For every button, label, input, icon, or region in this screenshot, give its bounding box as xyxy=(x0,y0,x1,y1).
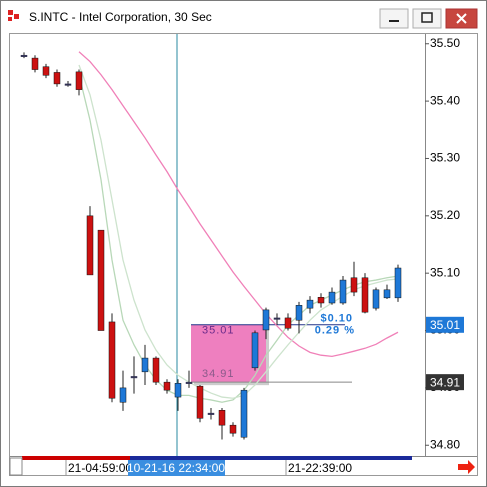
candle-body xyxy=(328,291,336,304)
y-tick-label: 35.10 xyxy=(430,265,460,279)
candle-body xyxy=(108,321,116,399)
window-title: S.INTC - Intel Corporation, 30 Sec xyxy=(29,10,212,24)
x-tick-label: 21-22:39:00 xyxy=(288,461,352,475)
candle-body xyxy=(284,317,292,329)
corner-box[interactable] xyxy=(9,457,23,476)
candle-body xyxy=(394,267,402,299)
close-icon xyxy=(456,13,467,24)
y-tick-label: 34.80 xyxy=(430,437,460,451)
price-marker xyxy=(426,316,464,333)
range-bar xyxy=(130,456,412,460)
candle-body xyxy=(306,299,314,309)
candle-body xyxy=(350,277,358,293)
candle-body xyxy=(218,410,226,426)
candle-body xyxy=(361,277,369,313)
candle-body xyxy=(251,332,259,369)
candle-body xyxy=(262,309,270,331)
app-icon xyxy=(8,10,13,15)
y-tick-label: 35.40 xyxy=(430,93,460,107)
candle-body xyxy=(295,305,303,321)
measure-label: 34.91 xyxy=(202,368,235,380)
candle-body xyxy=(75,71,83,90)
maximize-button[interactable] xyxy=(412,8,442,29)
measure-percent: 0.29 % xyxy=(315,325,355,337)
minimize-button[interactable] xyxy=(379,8,409,29)
candle-body xyxy=(119,387,127,403)
crosshair-label-bg xyxy=(128,460,225,476)
candle-body xyxy=(196,385,204,419)
y-tick-label: 35.20 xyxy=(430,208,460,222)
candle-body xyxy=(240,389,248,438)
price-marker-label: 35.01 xyxy=(430,318,460,332)
candle-body xyxy=(97,229,105,331)
app-icon xyxy=(14,14,19,19)
measure-change: $0.10 xyxy=(320,313,353,325)
candle-body xyxy=(163,381,171,391)
y-tick-label: 35.30 xyxy=(430,151,460,165)
candle-body xyxy=(339,279,347,304)
moving-average xyxy=(78,51,399,358)
candle-body xyxy=(64,83,72,86)
x-tick-label: 21-04:59:00 xyxy=(68,461,132,475)
candle-body xyxy=(229,424,237,434)
candle-body xyxy=(53,72,61,85)
crosshair-label: 10-21-16 22:34:00 xyxy=(127,461,225,475)
y-tick-label: 35.50 xyxy=(430,36,460,50)
candle-body xyxy=(207,412,215,415)
price-marker-label: 34.91 xyxy=(430,375,460,389)
candle-body xyxy=(383,289,391,299)
candle-body xyxy=(273,317,281,320)
range-bar xyxy=(22,456,130,460)
candle-body xyxy=(20,54,28,57)
candle-body xyxy=(141,357,149,373)
candle-body xyxy=(317,297,325,304)
candle-body xyxy=(31,57,39,70)
app-icon xyxy=(8,17,12,21)
candle-body xyxy=(42,66,50,76)
maximize-icon xyxy=(421,12,433,23)
candle-body xyxy=(174,383,182,398)
candle-body xyxy=(372,289,380,309)
price-marker xyxy=(426,374,464,391)
scroll-arrow[interactable] xyxy=(458,460,475,474)
candle-body xyxy=(86,215,94,276)
candle-body xyxy=(152,357,160,383)
measure-label: 35.01 xyxy=(202,325,235,337)
candle-body xyxy=(130,376,138,379)
candle-body xyxy=(185,381,193,384)
